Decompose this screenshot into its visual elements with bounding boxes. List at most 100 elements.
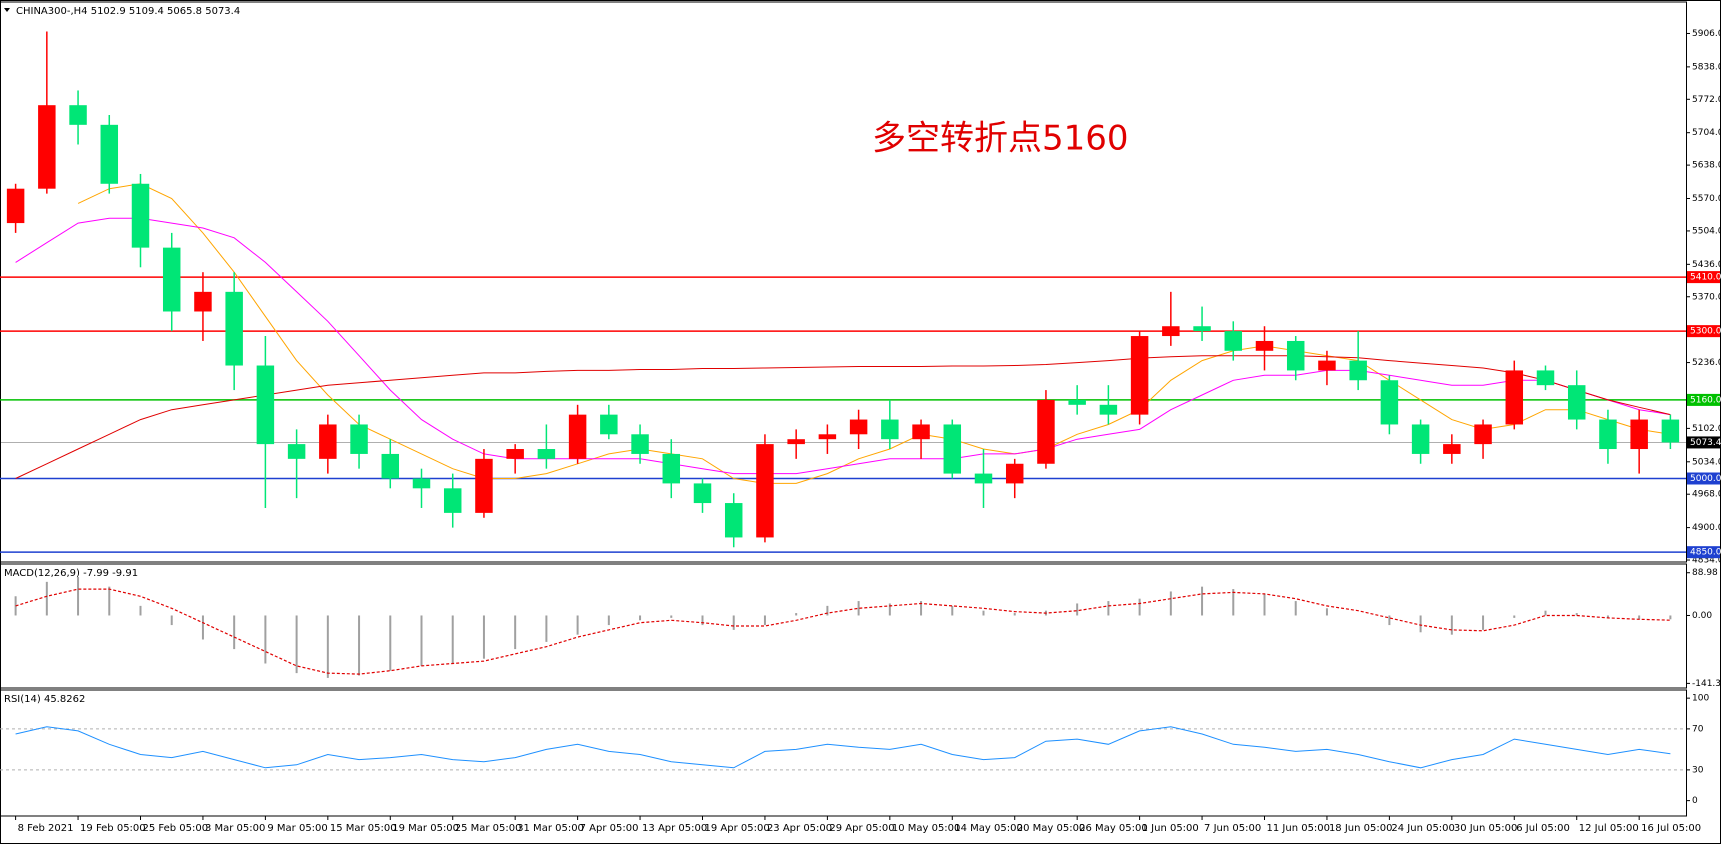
candle-body — [319, 424, 337, 459]
x-tick-label: 19 Apr 05:00 — [705, 823, 770, 834]
candle-body — [381, 453, 400, 479]
candle-body — [881, 419, 899, 440]
candle-body — [943, 424, 962, 474]
y-tick-label: 0 — [1692, 796, 1698, 806]
y-tick-label: 5570.0 — [1692, 194, 1721, 204]
x-tick-label: 24 Jun 05:00 — [1391, 823, 1455, 834]
candle-body — [100, 124, 119, 184]
candle-body — [1505, 370, 1524, 425]
candle-body — [1661, 419, 1680, 443]
x-tick-label: 15 Mar 05:00 — [330, 823, 397, 834]
y-tick-label: 5838.0 — [1692, 62, 1721, 72]
level-label: 5073.4 — [1690, 438, 1721, 448]
candle-body — [631, 434, 649, 454]
y-tick-label: 5102.0 — [1692, 424, 1721, 434]
candle-body — [1380, 380, 1399, 425]
candle-body — [162, 247, 181, 312]
y-tick-label: 4900.0 — [1692, 523, 1721, 533]
x-tick-label: 31 Mar 05:00 — [517, 823, 584, 834]
candle-body — [506, 449, 524, 459]
candle-body — [1068, 399, 1086, 405]
candle-body — [1286, 340, 1305, 371]
candle-body — [537, 449, 556, 459]
level-label-box — [1687, 436, 1720, 449]
rsi-line — [15, 726, 1671, 769]
candle-body — [1536, 370, 1555, 386]
y-tick-label: 30 — [1692, 765, 1704, 775]
x-tick-label: 12 Jul 05:00 — [1579, 823, 1639, 834]
level-label: 4850.0 — [1690, 548, 1721, 558]
y-tick-label: 5236.0 — [1692, 358, 1721, 368]
level-label-box — [1687, 393, 1720, 406]
y-tick-label: 5772.0 — [1692, 95, 1721, 105]
y-tick-label: 5906.0 — [1692, 29, 1721, 39]
candle-body — [256, 365, 275, 445]
candle-body — [475, 458, 493, 513]
candle-body — [225, 291, 243, 366]
candle-body — [1162, 326, 1180, 337]
level-label-box — [1687, 546, 1720, 559]
x-tick-label: 13 Apr 05:00 — [642, 823, 707, 834]
candle-body — [693, 483, 712, 504]
candle-body — [1630, 419, 1648, 450]
candle-body — [350, 424, 368, 454]
x-tick-label: 18 Jun 05:00 — [1329, 823, 1393, 834]
x-tick-label: 6 Jul 05:00 — [1516, 823, 1570, 834]
x-tick-label: 26 May 05:00 — [1079, 823, 1148, 834]
candle-body — [1224, 331, 1243, 351]
candle-body — [1193, 326, 1211, 332]
annotation: 多空转折点5160 — [872, 119, 1129, 159]
y-tick-label: 4968.0 — [1692, 490, 1721, 500]
candle-body — [38, 105, 56, 189]
x-tick-label: 19 Feb 05:00 — [80, 823, 146, 834]
x-tick-label: 9 Mar 05:00 — [267, 823, 327, 834]
y-tick-label: 5704.0 — [1692, 128, 1721, 138]
y-tick-label: 5638.0 — [1692, 161, 1721, 171]
x-tick-label: 14 May 05:00 — [954, 823, 1023, 834]
x-tick-label: 7 Apr 05:00 — [580, 823, 639, 834]
candle-body — [69, 105, 87, 125]
candle-body — [443, 488, 462, 513]
y-tick-label: 4834.0 — [1692, 556, 1721, 566]
candle-body — [1349, 360, 1367, 381]
candle-body — [974, 473, 993, 484]
candle-body — [787, 439, 805, 445]
candle-body — [1255, 340, 1274, 351]
moving-average — [15, 355, 1671, 479]
candle-body — [1130, 336, 1149, 415]
level-label: 5300.0 — [1690, 327, 1721, 337]
y-tick-label: 5504.0 — [1692, 226, 1721, 236]
candle-body — [1005, 463, 1024, 484]
x-tick-label: 11 Jun 05:00 — [1267, 823, 1331, 834]
candle-body — [1443, 444, 1461, 454]
y-tick-label: 0.00 — [1692, 611, 1712, 621]
x-tick-label: 16 Jul 05:00 — [1641, 823, 1701, 834]
x-tick-label: 3 Mar 05:00 — [205, 823, 265, 834]
x-tick-label: 7 Jun 05:00 — [1204, 823, 1261, 834]
y-tick-label: -141.39 — [1692, 679, 1721, 689]
x-tick-label: 20 May 05:00 — [1017, 823, 1086, 834]
moving-average — [15, 217, 1671, 475]
y-tick-label: 5034.0 — [1692, 457, 1721, 467]
candle-body — [756, 444, 774, 538]
candle-body — [287, 444, 306, 459]
level-label: 5000.0 — [1690, 474, 1721, 484]
x-tick-label: 19 Mar 05:00 — [392, 823, 459, 834]
level-label: 5410.0 — [1690, 273, 1721, 283]
candle-body — [1474, 424, 1492, 445]
y-tick-label: 5370.0 — [1692, 292, 1721, 302]
y-tick-label: 88.98 — [1692, 568, 1718, 578]
y-tick-label: 5436.0 — [1692, 260, 1721, 270]
candle-body — [568, 414, 587, 459]
x-tick-label: 10 May 05:00 — [892, 823, 961, 834]
candle-body — [194, 291, 212, 312]
level-label-box — [1687, 325, 1720, 338]
panel-title: CHINA300-,H4 5102.9 5109.4 5065.8 5073.4 — [16, 6, 240, 17]
candle-body — [1599, 419, 1617, 450]
y-tick-label: 100 — [1692, 694, 1709, 704]
x-tick-label: 25 Mar 05:00 — [455, 823, 522, 834]
panel-title: MACD(12,26,9) -7.99 -9.91 — [4, 568, 138, 579]
candle-body — [1099, 404, 1118, 415]
